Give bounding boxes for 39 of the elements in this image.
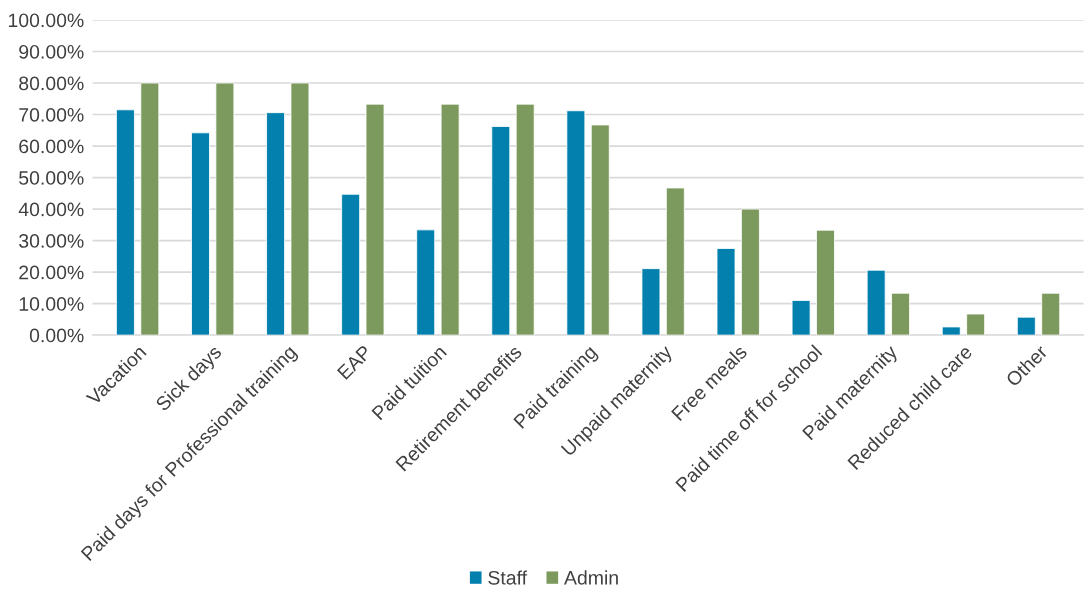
y-tick-label: 50.00% [19,171,84,185]
y-tick-label: 10.00% [19,297,84,311]
bar [590,124,610,336]
bar [491,126,511,336]
bar [440,103,460,336]
bar [115,109,135,336]
y-tick-label: 100.00% [8,13,84,28]
bar [966,313,986,336]
bar [1016,316,1036,336]
bar [191,132,210,336]
bar [791,300,811,336]
bar [665,187,685,336]
bar [816,229,835,336]
bar [1041,292,1061,336]
y-tick-label: 80.00% [19,76,84,91]
bar [515,103,535,336]
bar [416,229,436,336]
bar [566,110,586,336]
bar [365,103,385,336]
y-tick-label: 30.00% [19,234,84,248]
bar [941,326,961,336]
y-tick-label: 40.00% [18,202,84,217]
y-tick-label: 60.00% [19,139,84,154]
bar [290,82,310,336]
bar [866,269,886,336]
bar [716,248,736,336]
y-tick-label: 20.00% [19,265,84,280]
legend-label: Staff [488,570,528,585]
legend-label: Admin [564,570,618,585]
bar [641,268,661,336]
bar [140,82,160,336]
bar [891,292,910,336]
y-tick-label: 0.00% [29,328,84,343]
bar [266,112,285,336]
bar [341,193,361,336]
y-tick-label: 90.00% [19,44,84,59]
bar [740,208,760,336]
y-tick-label: 70.00% [19,108,84,122]
bar [215,82,235,336]
